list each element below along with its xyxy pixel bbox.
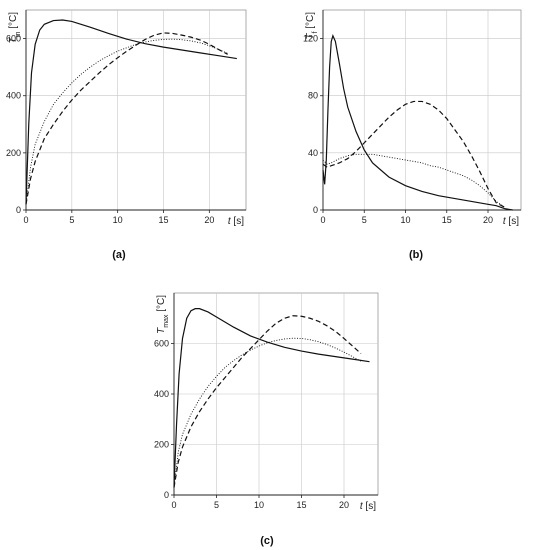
y-tick-label: 40 bbox=[308, 148, 318, 158]
y-tick-label: 0 bbox=[313, 205, 318, 215]
series-solid-line bbox=[25, 19, 237, 205]
x-tick-label: 0 bbox=[320, 215, 325, 225]
y-tick-label: 80 bbox=[308, 91, 318, 101]
y-axis-label-unit: [°C] bbox=[305, 12, 316, 32]
panel-label: (b) bbox=[409, 249, 423, 261]
series-dashed-line bbox=[322, 100, 505, 208]
x-tick-label: 0 bbox=[23, 215, 28, 225]
y-tick-label: 200 bbox=[154, 440, 169, 450]
y-axis-label: Tm [°C] bbox=[8, 12, 22, 44]
series-solid-line bbox=[322, 33, 513, 211]
x-tick-label: 15 bbox=[442, 215, 452, 225]
y-tick-label: 600 bbox=[154, 339, 169, 349]
x-tick-label: 20 bbox=[204, 215, 214, 225]
y-axis-label-subscript: m bbox=[15, 31, 22, 37]
y-tick-label: 400 bbox=[154, 389, 169, 399]
x-tick-label: 5 bbox=[69, 215, 74, 225]
y-tick-label: 0 bbox=[164, 490, 169, 500]
x-tick-label: 5 bbox=[362, 215, 367, 225]
plot-frame bbox=[322, 9, 522, 211]
y-axis-label: Tf [°C] bbox=[305, 12, 319, 40]
y-tick-label: 120 bbox=[303, 34, 318, 44]
y-axis-label: Tmax [°C] bbox=[156, 295, 170, 334]
chart-panel-b: 0 5 10 15 20 0 40 80 120 t [s] Tf [°C] (b) bbox=[303, 9, 522, 261]
series-dashed-line bbox=[25, 32, 228, 205]
x-axis-label: t [s] bbox=[228, 216, 244, 227]
x-tick-label: 10 bbox=[254, 500, 264, 510]
y-axis-label-unit: [°C] bbox=[8, 12, 19, 32]
x-tick-label: 15 bbox=[158, 215, 168, 225]
y-tick-label: 0 bbox=[16, 205, 21, 215]
panel-label: (a) bbox=[112, 249, 126, 261]
x-axis-label-symbol: t bbox=[360, 501, 364, 512]
x-axis-label-unit: [s] bbox=[506, 216, 520, 227]
y-axis-label-symbol: T bbox=[156, 327, 167, 334]
x-tick-label: 10 bbox=[113, 215, 123, 225]
y-axis-label-unit: [°C] bbox=[156, 295, 167, 315]
x-tick-label: 5 bbox=[214, 500, 219, 510]
y-axis-label-symbol: T bbox=[305, 33, 316, 40]
series-dotted-line bbox=[173, 337, 362, 488]
x-axis-label-symbol: t bbox=[503, 216, 507, 227]
panel-label: (c) bbox=[260, 535, 274, 547]
x-axis-label-unit: [s] bbox=[363, 501, 377, 512]
y-tick-label: 600 bbox=[6, 34, 21, 44]
x-tick-label: 20 bbox=[483, 215, 493, 225]
series-solid-line bbox=[173, 308, 370, 488]
y-axis-label-subscript: max bbox=[163, 314, 170, 328]
y-axis-label-symbol: T bbox=[8, 37, 19, 44]
series-dotted-line bbox=[25, 38, 228, 205]
x-tick-label: 15 bbox=[296, 500, 306, 510]
x-axis-label-unit: [s] bbox=[231, 216, 245, 227]
x-axis-label: t [s] bbox=[360, 501, 376, 512]
x-axis-label: t [s] bbox=[503, 216, 519, 227]
plot-frame bbox=[25, 9, 247, 211]
x-axis-label-symbol: t bbox=[228, 216, 232, 227]
x-tick-label: 10 bbox=[400, 215, 410, 225]
y-axis-label-subscript: f bbox=[312, 32, 319, 34]
y-tick-label: 400 bbox=[6, 91, 21, 101]
series-dotted-line bbox=[322, 153, 505, 208]
x-tick-label: 0 bbox=[171, 500, 176, 510]
series-dashed-line bbox=[173, 315, 362, 488]
y-tick-label: 200 bbox=[6, 148, 21, 158]
x-tick-label: 20 bbox=[339, 500, 349, 510]
